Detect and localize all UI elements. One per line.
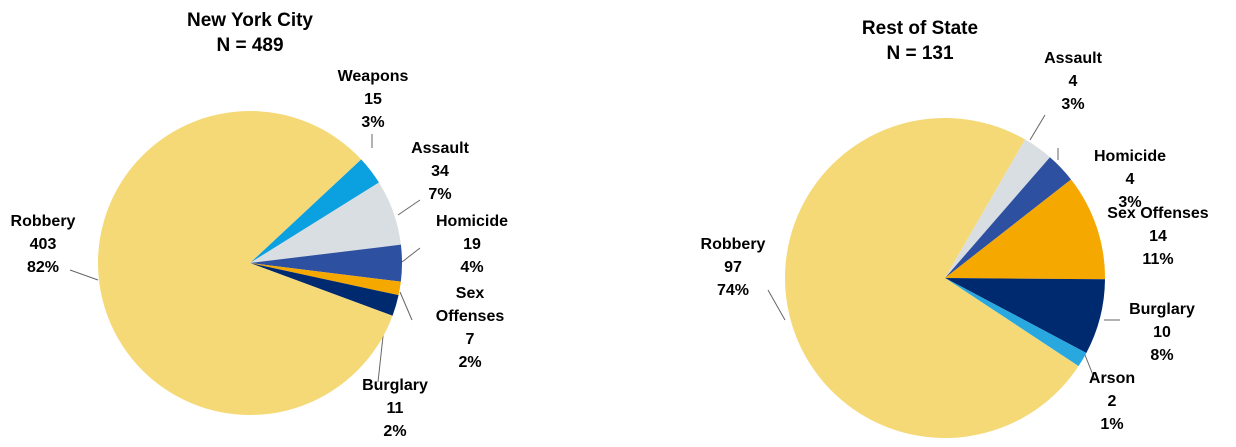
pie-slice bbox=[98, 111, 393, 416]
pie-slice bbox=[945, 157, 1072, 278]
value-label: 34 bbox=[431, 163, 449, 180]
percent-label: 74% bbox=[716, 282, 750, 299]
pie-slice bbox=[250, 159, 379, 263]
leader-line bbox=[1084, 354, 1096, 381]
percent-label: 3% bbox=[1118, 194, 1142, 211]
value-label: 4 bbox=[1125, 171, 1135, 188]
percent-label: 11% bbox=[1142, 251, 1174, 268]
value-label: 14 bbox=[1149, 228, 1167, 245]
subtitle: N = 131 bbox=[886, 43, 954, 64]
value-label: 7 bbox=[465, 331, 475, 348]
data-label: Burglary 11 2% bbox=[362, 374, 428, 443]
value-label: 97 bbox=[724, 259, 742, 276]
data-label: Robbery 403 82% bbox=[11, 210, 76, 279]
pie-slice bbox=[945, 278, 1087, 367]
pie-slice bbox=[945, 278, 1105, 353]
data-label: Homicide 4 3% bbox=[1094, 145, 1166, 214]
percent-label: 4% bbox=[460, 259, 484, 276]
title: New York City bbox=[186, 10, 314, 31]
percent-label: 82% bbox=[26, 259, 60, 276]
category-label: Weapons bbox=[337, 68, 409, 85]
category-label: Homicide bbox=[435, 213, 509, 230]
percent-label: 7% bbox=[428, 186, 452, 203]
data-label: Assault 34 7% bbox=[411, 137, 469, 206]
percent-label: 3% bbox=[361, 114, 385, 131]
data-label: Robbery 97 74% bbox=[701, 233, 766, 302]
category-label: Burglary bbox=[362, 377, 428, 394]
category-label: Sex Offenses bbox=[1107, 205, 1209, 222]
value-label: 19 bbox=[463, 236, 481, 253]
category-label: Burglary bbox=[1129, 301, 1195, 318]
category-label: Robbery bbox=[10, 213, 76, 230]
percent-label: 8% bbox=[1150, 347, 1174, 364]
percent-label: 1% bbox=[1100, 416, 1124, 433]
percent-label: 2% bbox=[383, 423, 407, 440]
category-label: Arson bbox=[1088, 370, 1136, 387]
value-label: 2 bbox=[1107, 393, 1117, 410]
data-label: Sex Offenses 7 2% bbox=[432, 282, 508, 374]
percent-label: 3% bbox=[1061, 96, 1085, 113]
leader-line bbox=[401, 247, 421, 263]
pie-slice bbox=[784, 117, 1079, 438]
leader-line bbox=[397, 199, 421, 216]
data-label: Weapons 15 3% bbox=[338, 65, 409, 134]
percent-label: 2% bbox=[458, 354, 482, 371]
value-label: 10 bbox=[1153, 324, 1171, 341]
leader-line bbox=[69, 269, 99, 281]
category-label: Assault bbox=[1044, 50, 1102, 67]
subtitle: N = 489 bbox=[216, 35, 284, 56]
category-label: Homicide bbox=[1093, 148, 1167, 165]
value-label: 403 bbox=[29, 236, 57, 253]
pie-slice bbox=[945, 139, 1050, 278]
value-label: 4 bbox=[1068, 73, 1078, 90]
chart-title: Rest of State N = 131 bbox=[862, 16, 978, 66]
data-label: Burglary 10 8% bbox=[1129, 298, 1195, 367]
pie-slice bbox=[250, 244, 402, 282]
pie-slice bbox=[945, 179, 1105, 280]
leader-line bbox=[767, 289, 786, 321]
value-label: 15 bbox=[364, 91, 382, 108]
category-label: Robbery bbox=[700, 236, 766, 253]
pie-slice bbox=[250, 263, 401, 296]
leader-line bbox=[399, 291, 413, 321]
data-label: Arson 2 1% bbox=[1089, 367, 1135, 436]
pie-slice bbox=[250, 182, 401, 263]
data-label: Assault 4 3% bbox=[1044, 47, 1102, 116]
title: Rest of State bbox=[861, 18, 979, 39]
data-label: Homicide 19 4% bbox=[436, 210, 508, 279]
pie-slice bbox=[250, 263, 399, 316]
category-label: Sex Offenses bbox=[435, 285, 505, 325]
data-label: Sex Offenses 14 11% bbox=[1107, 202, 1208, 271]
chart-title: New York City N = 489 bbox=[187, 8, 313, 58]
leader-line bbox=[1029, 114, 1046, 141]
category-label: Assault bbox=[411, 140, 469, 157]
value-label: 11 bbox=[386, 400, 404, 417]
